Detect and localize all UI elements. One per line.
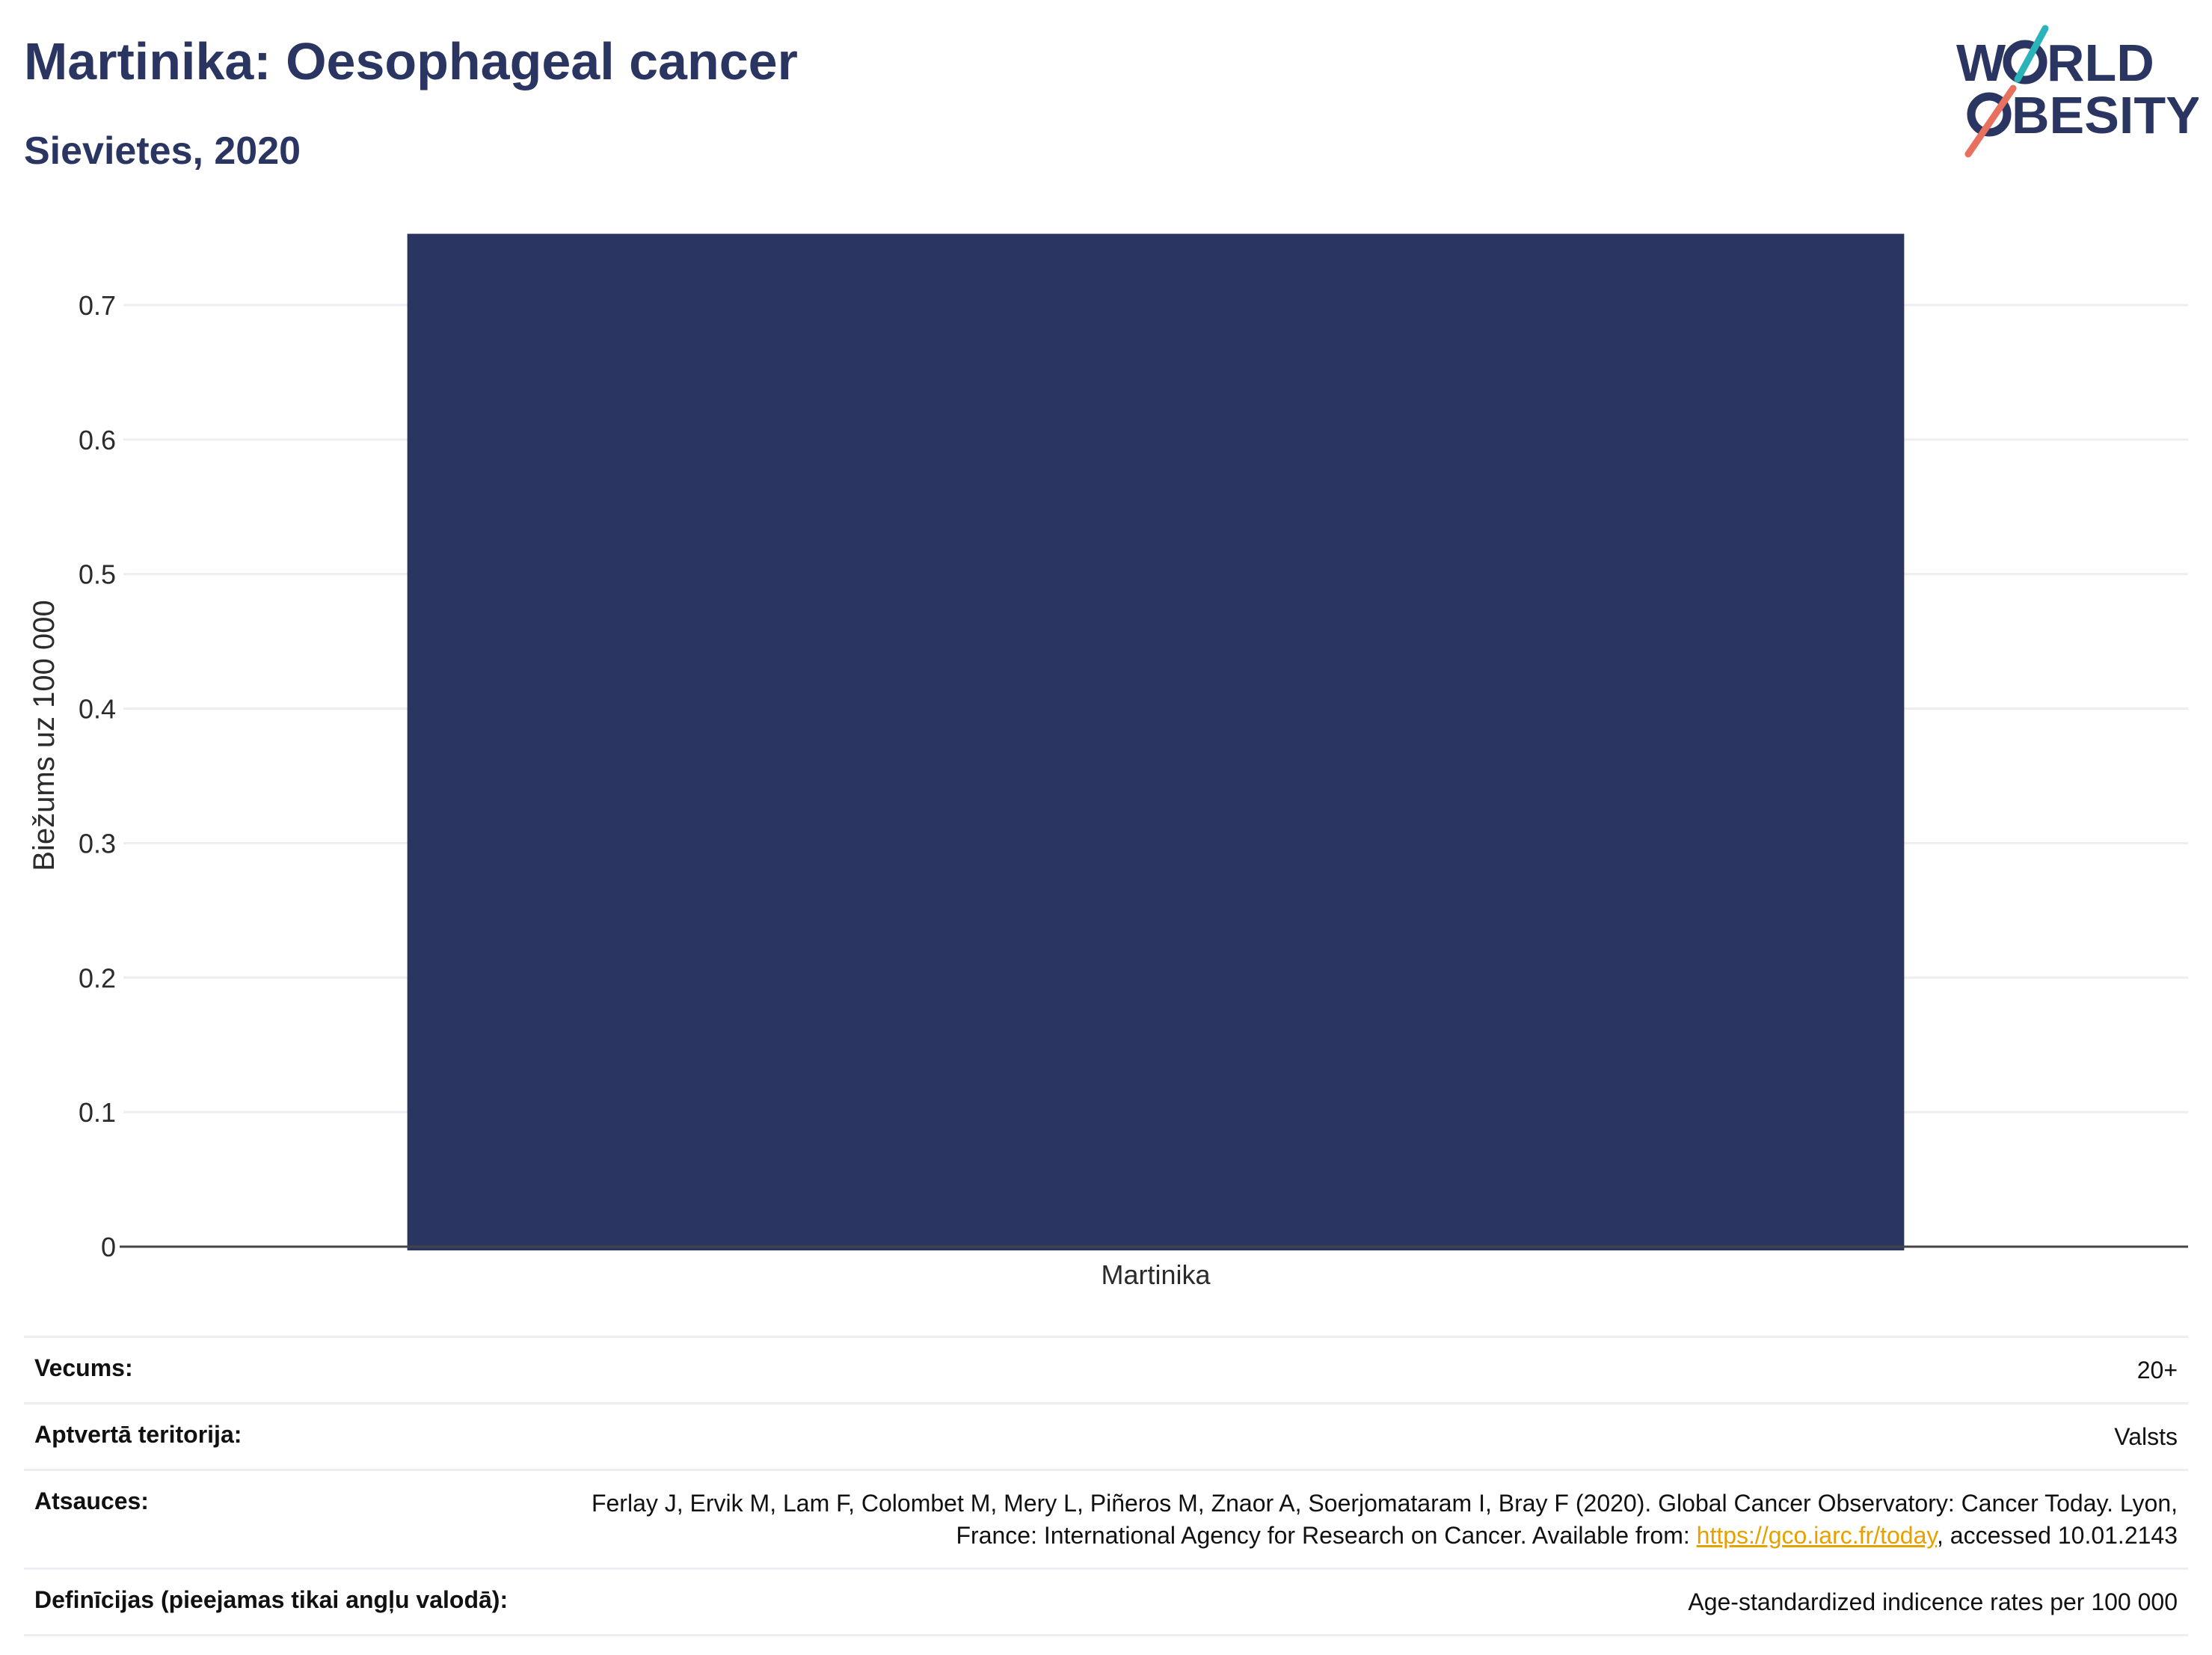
y-tick-label: 0.6: [79, 425, 116, 455]
references-text-1: Ferlay J, Ervik M, Lam F, Colombet M, Me…: [591, 1490, 2178, 1549]
logo-line-2: BESITY: [2012, 86, 2199, 144]
info-row-definitions: Definīcijas (pieejamas tikai angļu valod…: [24, 1567, 2188, 1637]
references-value: Ferlay J, Ervik M, Lam F, Colombet M, Me…: [518, 1469, 2188, 1569]
y-tick-label: 0: [101, 1232, 116, 1262]
age-value: 20+: [518, 1335, 2188, 1404]
bar[interactable]: [407, 233, 1905, 1250]
references-text-2: , accessed 10.01.2143: [1936, 1521, 2178, 1549]
y-tick-label: 0.3: [79, 828, 116, 859]
info-row-references: Atsauces: Ferlay J, Ervik M, Lam F, Colo…: [24, 1469, 2188, 1569]
y-tick-label: 0.2: [79, 962, 116, 993]
bar-chart: 0 0.1 0.2 0.3 0.4 0.5 0.6 0.7 Martinika Biežums…: [28, 233, 2188, 1290]
y-tick-label: 0.7: [79, 290, 116, 321]
info-row-age: Vecums: 20+: [24, 1335, 2188, 1404]
logo-o-2: [1967, 92, 2012, 137]
x-category-label: Martinika: [1101, 1259, 1211, 1290]
info-row-coverage: Aptvertā teritorija: Valsts: [24, 1402, 2188, 1470]
logo-line-1b: RLD: [2047, 34, 2154, 92]
y-tick-label: 0.4: [79, 694, 116, 725]
logo-o-1: [2003, 40, 2047, 85]
bars: [407, 233, 1905, 1250]
y-axis-label: Biežums uz 100 000: [28, 600, 61, 871]
info-table: Vecums: 20+ Aptvertā teritorija: Valsts …: [24, 1335, 2188, 1637]
references-link[interactable]: https://gco.iarc.fr/today: [1696, 1521, 1937, 1549]
logo-slash-teal: [2014, 25, 2049, 83]
coverage-value: Valsts: [518, 1402, 2188, 1470]
logo-slash-coral: [1964, 85, 2017, 158]
age-label: Vecums:: [24, 1335, 519, 1404]
references-label: Atsauces:: [24, 1469, 519, 1569]
coverage-label: Aptvertā teritorija:: [24, 1402, 519, 1470]
chart-title: Martinika: Oesophageal cancer: [24, 32, 798, 90]
definitions-label: Definīcijas (pieejamas tikai angļu valod…: [24, 1567, 519, 1637]
world-obesity-logo: W RLD BESITY: [1956, 25, 2199, 158]
y-tick-label: 0.1: [79, 1097, 116, 1128]
logo-line-1: W: [1956, 34, 2006, 92]
x-category-labels: Martinika: [1101, 1259, 1211, 1290]
definitions-value: Age-standardized indicence rates per 100…: [518, 1567, 2188, 1637]
y-tick-label: 0.5: [79, 559, 116, 590]
y-tick-labels: 0 0.1 0.2 0.3 0.4 0.5 0.6 0.7: [79, 290, 116, 1262]
chart-subtitle: Sievietes, 2020: [24, 129, 301, 173]
